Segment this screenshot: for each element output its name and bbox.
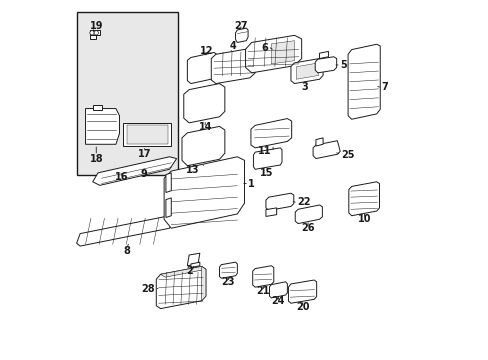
Polygon shape: [319, 51, 328, 59]
Bar: [77, 12, 178, 175]
Polygon shape: [348, 182, 379, 216]
Polygon shape: [312, 141, 340, 158]
Text: 7: 7: [380, 82, 387, 92]
Text: 19: 19: [90, 21, 103, 31]
Text: 8: 8: [123, 246, 130, 256]
Polygon shape: [265, 208, 276, 216]
Text: 2: 2: [185, 266, 192, 276]
Polygon shape: [187, 253, 200, 266]
Text: 18: 18: [89, 154, 103, 163]
Text: 23: 23: [221, 277, 235, 287]
Text: 10: 10: [357, 213, 370, 224]
Polygon shape: [93, 105, 102, 111]
Polygon shape: [156, 266, 205, 309]
Text: 25: 25: [340, 150, 354, 160]
Text: 17: 17: [138, 149, 151, 159]
Polygon shape: [253, 148, 282, 169]
Text: 20: 20: [295, 302, 309, 312]
Text: 27: 27: [234, 21, 247, 31]
Text: 26: 26: [301, 222, 314, 233]
Polygon shape: [90, 30, 100, 35]
Polygon shape: [77, 216, 175, 246]
Polygon shape: [265, 193, 293, 210]
Polygon shape: [126, 125, 167, 144]
Text: 21: 21: [256, 286, 270, 296]
Text: 14: 14: [198, 122, 211, 132]
Polygon shape: [235, 28, 247, 42]
Text: 28: 28: [141, 284, 154, 294]
Text: 12: 12: [200, 46, 213, 56]
Polygon shape: [182, 126, 224, 166]
Polygon shape: [315, 57, 336, 73]
Text: 5: 5: [340, 60, 346, 70]
Polygon shape: [252, 266, 273, 287]
Polygon shape: [190, 262, 200, 267]
Text: 24: 24: [271, 296, 285, 306]
Polygon shape: [183, 84, 224, 123]
Text: 9: 9: [140, 169, 147, 179]
Polygon shape: [290, 59, 323, 84]
Text: 11: 11: [258, 147, 271, 157]
Circle shape: [90, 31, 94, 35]
Text: 4: 4: [229, 41, 236, 51]
Polygon shape: [288, 280, 316, 303]
Polygon shape: [164, 157, 244, 228]
Text: 13: 13: [186, 165, 200, 175]
Polygon shape: [250, 118, 291, 148]
Polygon shape: [160, 266, 205, 277]
Text: 6: 6: [261, 43, 267, 53]
Polygon shape: [165, 173, 171, 193]
Text: 3: 3: [301, 82, 307, 92]
Polygon shape: [123, 123, 171, 146]
Polygon shape: [187, 53, 217, 84]
Text: 16: 16: [114, 172, 128, 183]
Polygon shape: [347, 44, 380, 119]
Polygon shape: [245, 35, 301, 73]
Polygon shape: [165, 198, 171, 217]
Polygon shape: [269, 282, 287, 298]
Polygon shape: [93, 157, 176, 185]
Polygon shape: [90, 35, 96, 39]
Polygon shape: [85, 109, 119, 144]
Polygon shape: [219, 262, 237, 278]
Text: 22: 22: [297, 197, 310, 207]
Polygon shape: [201, 266, 205, 301]
Text: 1: 1: [247, 179, 254, 189]
Circle shape: [94, 31, 98, 35]
Polygon shape: [211, 49, 255, 84]
Polygon shape: [296, 63, 318, 79]
Polygon shape: [315, 138, 323, 146]
Text: 15: 15: [260, 168, 273, 178]
Polygon shape: [271, 41, 294, 64]
Polygon shape: [295, 205, 322, 224]
